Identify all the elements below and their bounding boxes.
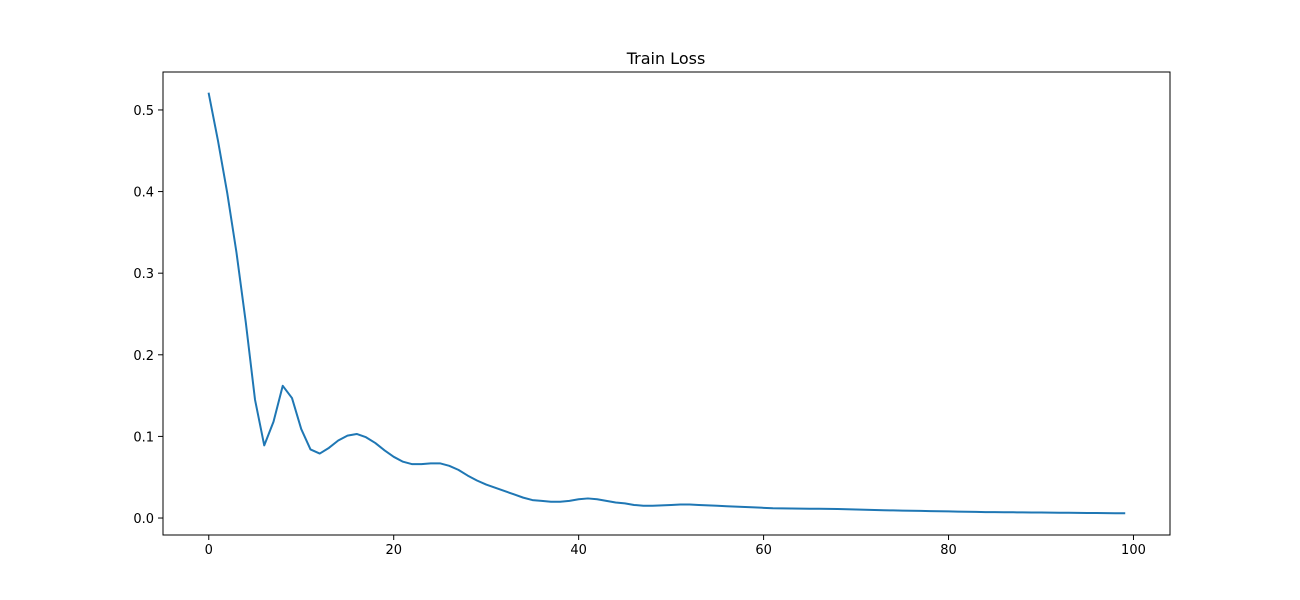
x-axis: 0 20 40 60 80 100 (205, 535, 1146, 558)
x-tick-label: 0 (205, 543, 213, 558)
y-tick-label: 0.0 (133, 512, 154, 527)
y-tick-label: 0.3 (133, 267, 154, 282)
y-tick-label: 0.5 (133, 104, 154, 119)
x-tick-label: 40 (570, 543, 587, 558)
y-tick-label: 0.1 (133, 430, 154, 445)
y-tick-label: 0.2 (133, 349, 154, 364)
y-axis: 0.0 0.1 0.2 0.3 0.4 0.5 (133, 104, 163, 527)
x-tick-label: 20 (385, 543, 402, 558)
x-tick-label: 80 (940, 543, 957, 558)
x-tick-label: 100 (1121, 543, 1146, 558)
plot-layer (207, 92, 1126, 515)
y-tick-label: 0.4 (133, 186, 154, 201)
axes-frame (162, 71, 1171, 536)
train-loss-line (207, 92, 1126, 515)
chart-title: Train Loss (626, 49, 706, 68)
x-tick-label: 60 (755, 543, 772, 558)
